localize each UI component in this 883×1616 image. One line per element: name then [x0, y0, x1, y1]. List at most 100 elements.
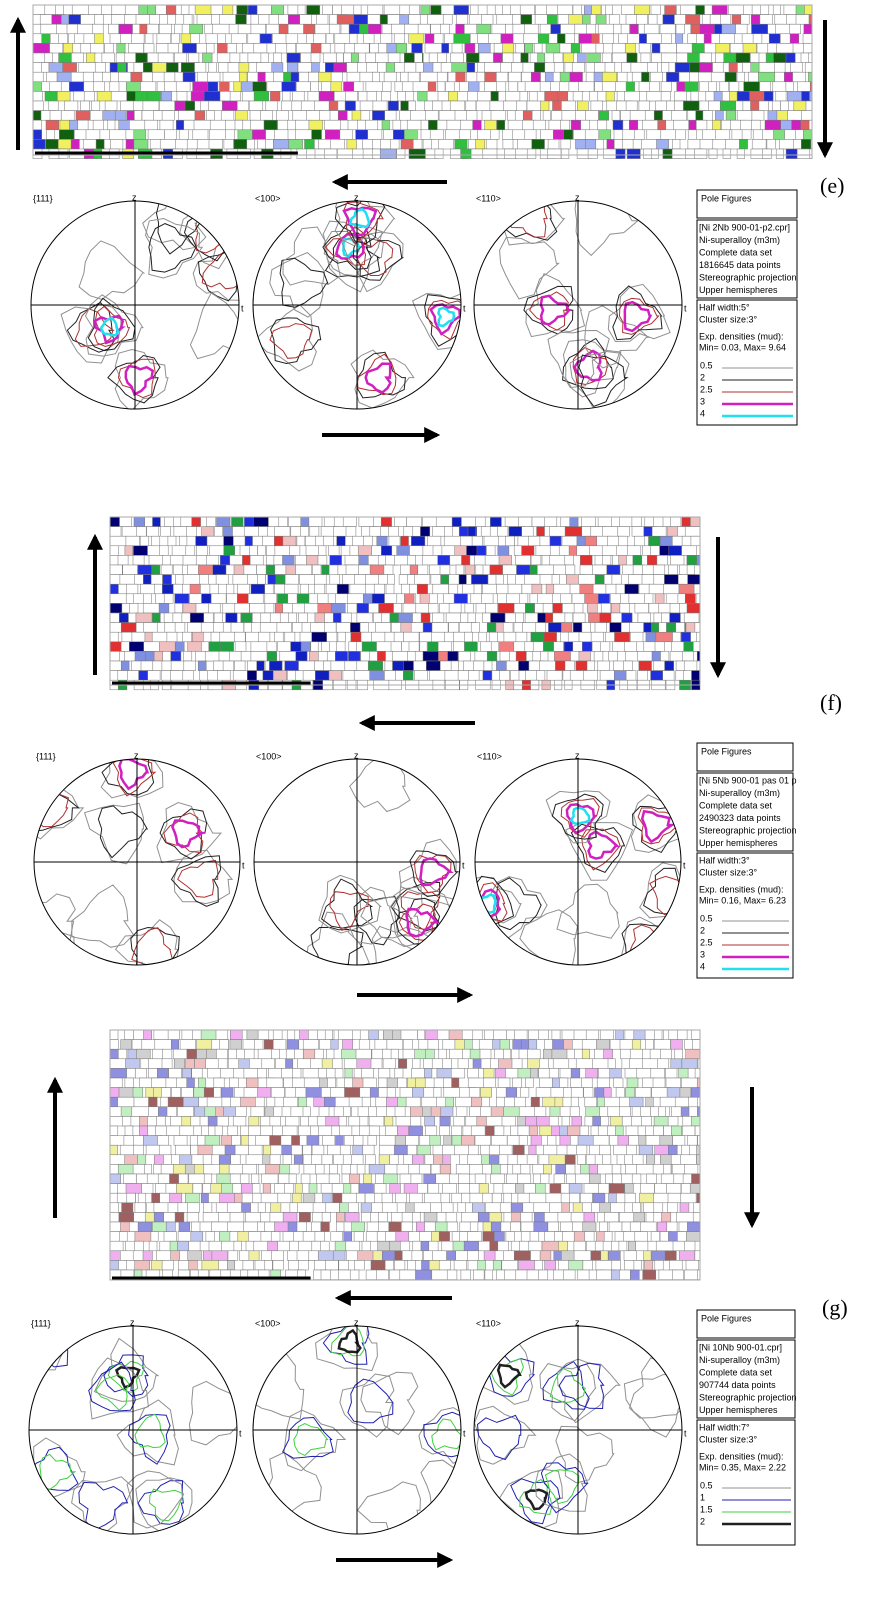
grain [651, 1232, 660, 1242]
grain [283, 1212, 297, 1222]
grain [270, 1155, 280, 1165]
grain [603, 527, 618, 537]
grain [479, 1184, 489, 1194]
grain [472, 1203, 484, 1213]
grain [356, 130, 369, 140]
grain [808, 72, 812, 82]
contour [271, 318, 321, 364]
grain [235, 603, 250, 613]
grain [237, 5, 248, 15]
grain [412, 1251, 423, 1261]
grain [274, 53, 282, 63]
grain [191, 34, 200, 44]
grain [482, 15, 493, 25]
grain-map [110, 1030, 700, 1280]
grain [323, 536, 333, 546]
grain [676, 24, 684, 34]
grain [599, 1222, 607, 1232]
grain [632, 527, 645, 537]
grain [298, 1097, 306, 1107]
grain [206, 1232, 215, 1242]
grain [331, 1232, 343, 1242]
grain [525, 24, 539, 34]
grain [685, 1164, 699, 1174]
grain [566, 1164, 575, 1174]
grain [695, 1126, 700, 1136]
grain [339, 1270, 351, 1280]
grain [440, 565, 450, 575]
grain [426, 1049, 435, 1059]
grain [387, 575, 394, 585]
grain [527, 1155, 537, 1165]
grain [278, 120, 288, 130]
grain [384, 1116, 393, 1126]
grain [92, 101, 100, 111]
grain [401, 536, 409, 546]
grain [635, 603, 649, 613]
grain [521, 53, 529, 63]
level-label: 2 [700, 925, 705, 935]
grain [141, 82, 156, 92]
grain [470, 1222, 478, 1232]
grain [295, 1088, 306, 1098]
grain [674, 91, 686, 101]
grain [373, 101, 387, 111]
grain [441, 63, 452, 73]
legend-setting: Cluster size:3° [699, 867, 758, 877]
grain [663, 111, 673, 121]
grain [214, 1088, 221, 1098]
grain [336, 1136, 344, 1146]
contour [129, 1415, 171, 1465]
grain [352, 1222, 365, 1232]
grain [681, 1155, 697, 1165]
grain [552, 575, 560, 585]
grain [619, 1270, 632, 1280]
grain [643, 1270, 656, 1280]
grain [186, 527, 196, 537]
grain [287, 1040, 299, 1050]
grain [474, 584, 481, 594]
densities-range: Min= 0.35, Max= 2.22 [699, 1462, 786, 1472]
grain [45, 53, 53, 63]
grain [441, 24, 450, 34]
grain [316, 1164, 325, 1174]
grain [247, 671, 256, 681]
grain [368, 130, 382, 140]
grain [500, 1040, 510, 1050]
grain [177, 91, 187, 101]
grain [613, 120, 623, 130]
grain [394, 34, 404, 44]
grain [276, 575, 286, 585]
grain [752, 5, 761, 15]
grain [258, 1088, 271, 1098]
grain [528, 1049, 541, 1059]
grain [667, 1088, 680, 1098]
grain [385, 111, 396, 121]
grain [491, 130, 499, 140]
grain [432, 632, 446, 642]
grain [153, 1049, 163, 1059]
grain [685, 594, 695, 604]
grain [323, 1193, 332, 1203]
grain [144, 1030, 152, 1040]
grain [451, 661, 459, 671]
grain [260, 1126, 273, 1136]
grain [584, 1212, 595, 1222]
grain [379, 1212, 388, 1222]
grain [292, 1136, 300, 1146]
grain [204, 1174, 212, 1184]
grain [425, 1193, 443, 1203]
grain [664, 584, 682, 594]
grain [192, 1155, 204, 1165]
grain [178, 111, 196, 121]
contour [127, 1471, 182, 1528]
grain [354, 5, 361, 15]
grain [100, 130, 110, 140]
grain [442, 43, 449, 53]
grain [254, 91, 269, 101]
grain [241, 1097, 257, 1107]
grain [652, 527, 666, 537]
contour [557, 1359, 619, 1422]
grain [581, 1078, 592, 1088]
grain [443, 15, 452, 25]
